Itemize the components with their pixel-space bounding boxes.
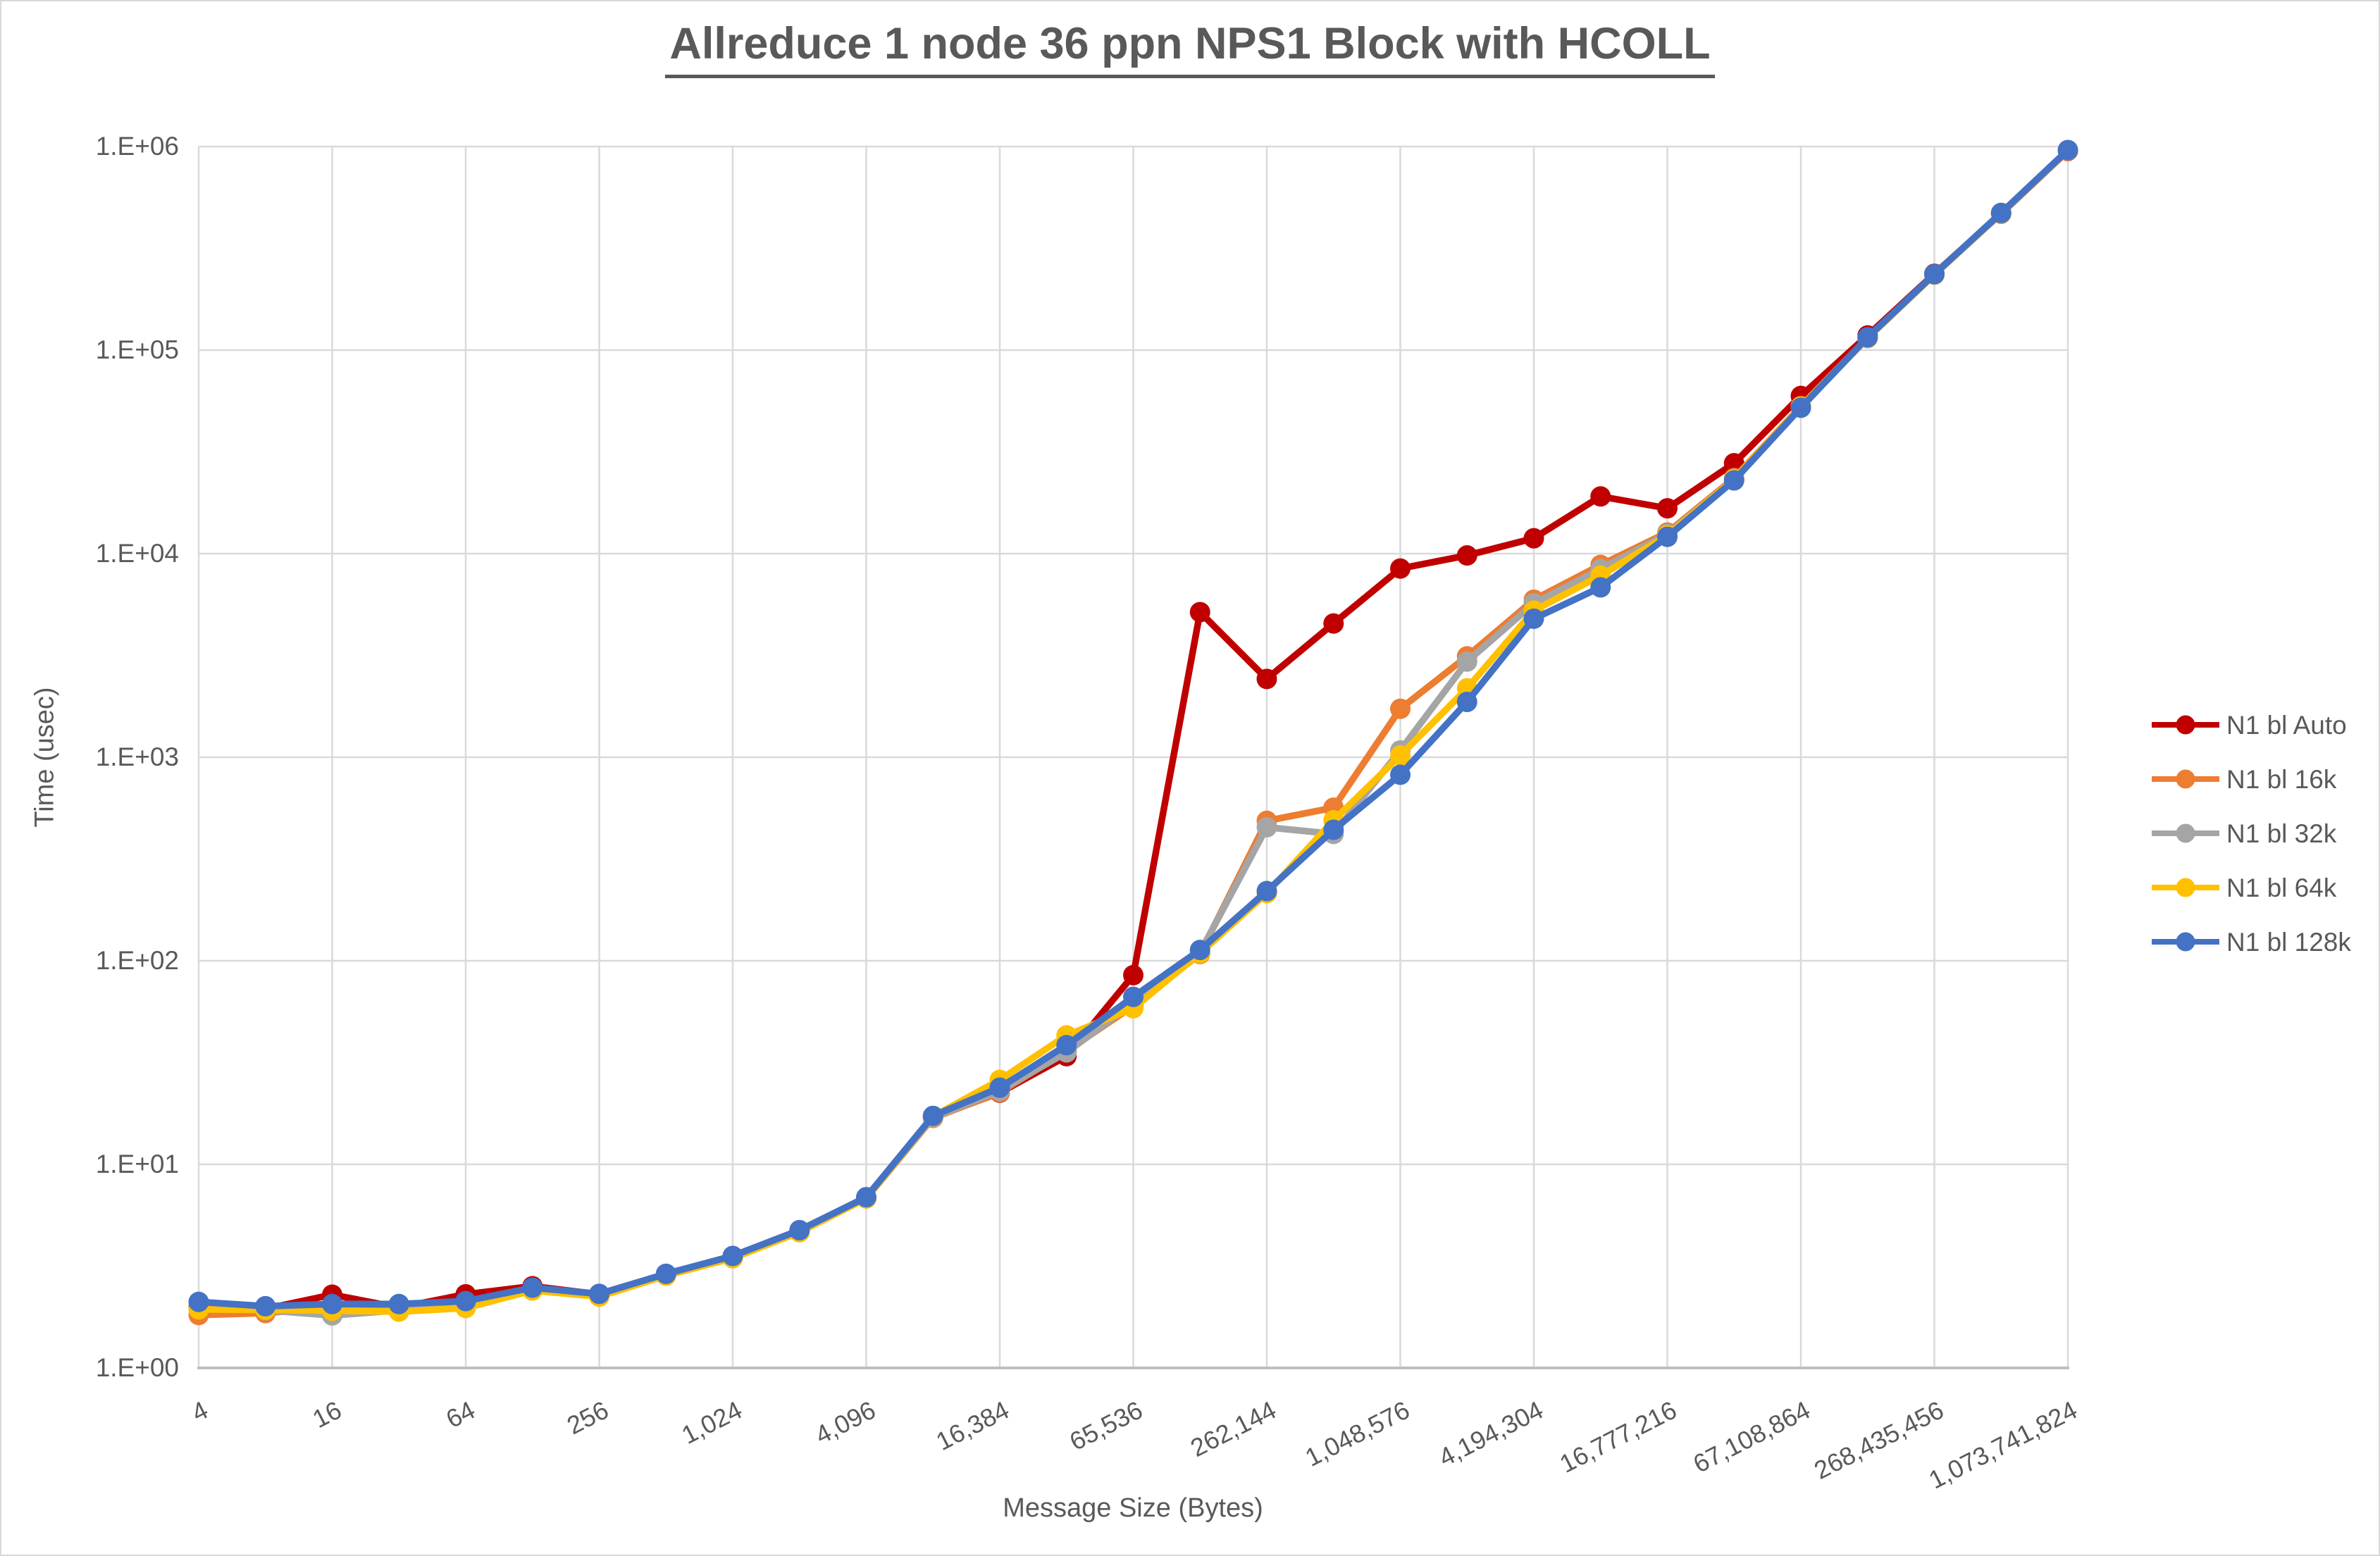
legend-item-n1-bl-64k: N1 bl 64k bbox=[2152, 873, 2337, 902]
x-tick-label: 1,024 bbox=[677, 1395, 747, 1450]
data-point-marker bbox=[522, 1277, 543, 1298]
legend: N1 bl Auto N1 bl 16k N1 bl 32k N1 bl 64k N1 … bbox=[2152, 711, 2351, 957]
data-point-marker bbox=[1390, 745, 1411, 766]
data-point-marker bbox=[1123, 986, 1143, 1007]
legend-label: N1 bl 128k bbox=[2226, 928, 2351, 957]
y-tick-label: 1.E+06 bbox=[96, 132, 179, 161]
data-point-marker bbox=[1390, 698, 1411, 719]
data-point-marker bbox=[1924, 263, 1945, 285]
series-n1-bl-128k bbox=[188, 139, 2078, 1317]
x-tick-label: 65,536 bbox=[1065, 1395, 1147, 1457]
data-point-marker bbox=[1590, 577, 1611, 598]
data-point-marker bbox=[1523, 608, 1544, 629]
data-point-marker bbox=[1590, 486, 1611, 507]
data-point-marker bbox=[1323, 819, 1344, 840]
legend-item-n1-bl-16k: N1 bl 16k bbox=[2152, 765, 2337, 794]
x-tick-label: 16,777,216 bbox=[1555, 1395, 1681, 1479]
y-tick-label: 1.E+00 bbox=[96, 1353, 179, 1382]
y-tick-label: 1.E+04 bbox=[96, 539, 179, 568]
data-point-marker bbox=[2057, 139, 2078, 161]
y-tick-label: 1.E+02 bbox=[96, 946, 179, 975]
legend-marker bbox=[2176, 932, 2195, 952]
legend-item-n1-bl-auto: N1 bl Auto bbox=[2152, 711, 2347, 740]
y-tick-label: 1.E+03 bbox=[96, 742, 179, 771]
data-point-marker bbox=[1256, 668, 1277, 690]
data-point-marker bbox=[1857, 327, 1878, 348]
legend-item-n1-bl-32k: N1 bl 32k bbox=[2152, 819, 2337, 848]
data-point-marker bbox=[1990, 202, 2012, 223]
data-point-marker bbox=[1723, 470, 1744, 491]
data-point-marker bbox=[1456, 691, 1477, 712]
legend-marker bbox=[2176, 769, 2195, 789]
data-point-marker bbox=[1056, 1035, 1077, 1056]
x-tick-label: 262,144 bbox=[1186, 1395, 1281, 1463]
data-point-marker bbox=[1256, 880, 1277, 902]
legend-label: N1 bl 16k bbox=[2226, 765, 2337, 794]
gridlines bbox=[197, 145, 2069, 1369]
data-point-marker bbox=[1390, 764, 1411, 785]
data-point-marker bbox=[1790, 397, 1811, 418]
data-point-marker bbox=[1456, 545, 1477, 566]
legend-item-n1-bl-128k: N1 bl 128k bbox=[2152, 928, 2351, 957]
legend-label: N1 bl Auto bbox=[2226, 711, 2347, 740]
data-point-marker bbox=[322, 1293, 342, 1314]
x-tick-label: 4,194,304 bbox=[1434, 1395, 1547, 1472]
data-point-marker bbox=[388, 1293, 409, 1314]
data-point-marker bbox=[1323, 613, 1344, 634]
x-tick-label: 64 bbox=[441, 1395, 479, 1434]
data-point-marker bbox=[1256, 816, 1277, 838]
data-point-marker bbox=[922, 1105, 943, 1126]
data-point-marker bbox=[1189, 940, 1210, 961]
y-axis-title: Time (usec) bbox=[30, 687, 60, 828]
data-point-marker bbox=[856, 1187, 876, 1208]
data-point-marker bbox=[722, 1245, 743, 1266]
x-tick-label: 4,096 bbox=[810, 1395, 880, 1450]
data-point-marker bbox=[789, 1219, 810, 1240]
data-point-marker bbox=[188, 1291, 209, 1312]
data-point-marker bbox=[455, 1290, 476, 1312]
data-point-marker bbox=[589, 1283, 609, 1305]
data-point-marker bbox=[1390, 558, 1411, 579]
data-point-marker bbox=[255, 1295, 276, 1317]
x-tick-label: 256 bbox=[562, 1395, 613, 1440]
legend-label: N1 bl 64k bbox=[2226, 873, 2337, 902]
data-point-marker bbox=[989, 1077, 1010, 1098]
y-tick-labels: 1.E+00 1.E+01 1.E+02 1.E+03 1.E+04 1.E+05 1.E+… bbox=[96, 132, 179, 1382]
legend-marker bbox=[2176, 715, 2195, 735]
legend-marker bbox=[2176, 823, 2195, 843]
data-point-marker bbox=[655, 1263, 676, 1284]
y-tick-label: 1.E+05 bbox=[96, 335, 179, 364]
data-point-marker bbox=[1523, 528, 1544, 549]
data-point-marker bbox=[1657, 498, 1678, 519]
x-tick-labels: 4 16 64 256 1,024 4,096 16,384 65,536 262,144 1,0… bbox=[187, 1395, 2081, 1495]
y-tick-label: 1.E+01 bbox=[96, 1150, 179, 1178]
x-tick-label: 67,108,864 bbox=[1688, 1395, 1814, 1479]
x-tick-label: 4 bbox=[187, 1395, 212, 1428]
legend-label: N1 bl 32k bbox=[2226, 819, 2337, 848]
x-tick-label: 16,384 bbox=[931, 1395, 1014, 1457]
data-point-marker bbox=[1189, 602, 1210, 623]
x-tick-label: 16 bbox=[308, 1395, 346, 1434]
legend-marker bbox=[2176, 878, 2195, 897]
data-point-marker bbox=[1123, 964, 1143, 985]
data-point-marker bbox=[1456, 651, 1477, 672]
x-axis-title: Message Size (Bytes) bbox=[1003, 1493, 1263, 1523]
x-tick-label: 1,048,576 bbox=[1301, 1395, 1414, 1472]
data-point-marker bbox=[1657, 526, 1678, 547]
x-tick-label: 1,073,741,824 bbox=[1924, 1395, 2082, 1495]
